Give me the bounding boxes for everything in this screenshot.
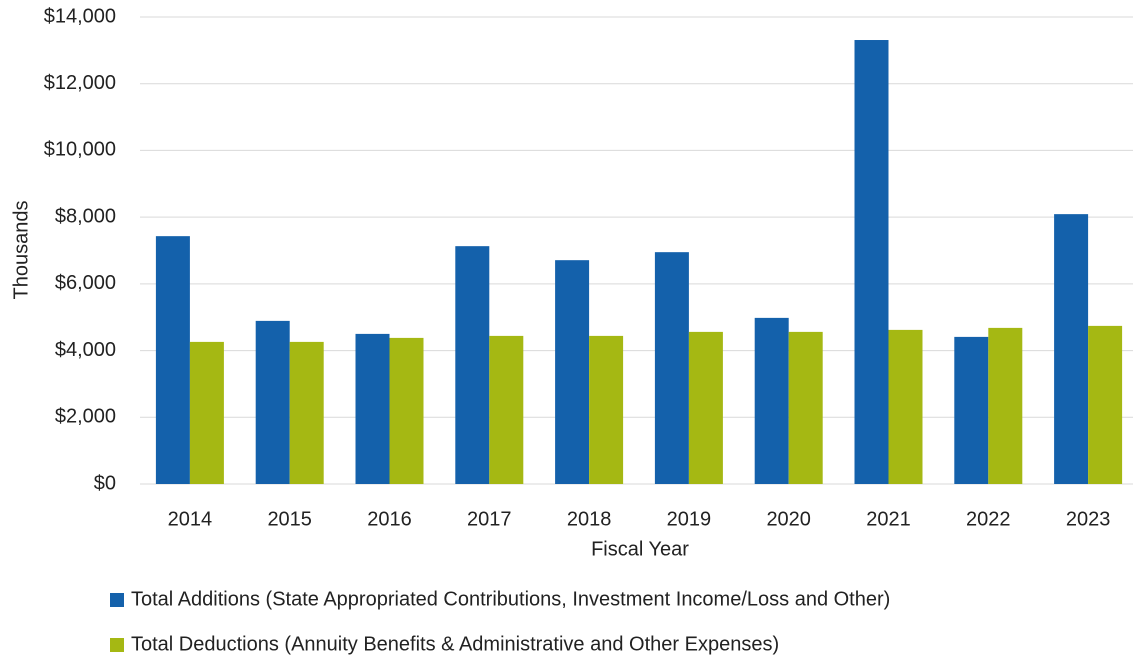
bar	[355, 333, 390, 484]
y-tick-label: $0	[94, 472, 116, 494]
x-tick-label: 2022	[966, 508, 1011, 530]
y-tick-label: $10,000	[44, 139, 116, 161]
y-tick-label: $2,000	[55, 406, 116, 428]
x-tick-label: 2020	[766, 508, 811, 530]
bar	[754, 317, 789, 484]
x-axis-title: Fiscal Year	[591, 538, 689, 560]
legend-swatch	[110, 593, 124, 607]
bar	[788, 331, 823, 484]
bar	[1088, 325, 1123, 484]
bar	[654, 252, 689, 484]
y-tick-label: $12,000	[44, 72, 116, 94]
legend-swatch	[110, 638, 124, 652]
bar	[155, 236, 190, 484]
x-tick-label: 2023	[1066, 508, 1111, 530]
bar	[289, 341, 324, 484]
legend-label: Total Deductions (Annuity Benefits & Adm…	[131, 633, 779, 655]
bar	[688, 331, 723, 484]
x-tick-label: 2014	[168, 508, 213, 530]
bar	[255, 320, 290, 484]
y-axis-title: Thousands	[10, 201, 32, 300]
legend-label: Total Additions (State Appropriated Cont…	[131, 588, 890, 610]
bar	[389, 337, 424, 484]
bar	[888, 329, 923, 484]
y-tick-label: $6,000	[55, 272, 116, 294]
bar	[988, 327, 1023, 484]
y-tick-label: $4,000	[55, 339, 116, 361]
bar	[854, 40, 889, 485]
bar	[489, 335, 524, 484]
bar	[455, 246, 490, 484]
bar	[589, 335, 624, 484]
x-tick-label: 2018	[567, 508, 612, 530]
bar	[555, 260, 590, 484]
x-tick-label: 2021	[866, 508, 911, 530]
x-tick-label: 2015	[267, 508, 312, 530]
x-tick-label: 2019	[667, 508, 712, 530]
y-tick-label: $8,000	[55, 205, 116, 227]
y-tick-label: $14,000	[44, 5, 116, 27]
bar	[189, 341, 224, 484]
x-tick-label: 2016	[367, 508, 412, 530]
bar	[1054, 214, 1089, 484]
bar	[954, 336, 989, 484]
x-tick-label: 2017	[467, 508, 512, 530]
